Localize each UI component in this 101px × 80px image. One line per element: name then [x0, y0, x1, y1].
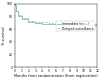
Immediate (n=...) [55, 24, 56, 25]
Delayed surveillance [14, 5, 16, 6]
Immediate (n=...) [48, 23, 50, 24]
Immediate (n=...) [21, 19, 22, 20]
Line: Delayed surveillance: Delayed surveillance [15, 4, 97, 24]
Immediate (n=...) [83, 24, 84, 25]
Legend: Immediate (n=...), Delayed surveillance: Immediate (n=...), Delayed surveillance [56, 21, 95, 31]
Delayed surveillance [69, 23, 70, 24]
Immediate (n=...) [42, 23, 43, 24]
Immediate (n=...) [35, 22, 36, 23]
Delayed surveillance [42, 22, 43, 23]
Immediate (n=...) [90, 24, 91, 25]
Immediate (n=...) [96, 24, 98, 25]
Immediate (n=...) [62, 24, 63, 25]
Delayed surveillance [83, 23, 84, 24]
Y-axis label: % survival: % survival [2, 26, 6, 45]
Delayed surveillance [76, 23, 77, 24]
Delayed surveillance [21, 18, 22, 19]
Immediate (n=...) [14, 3, 15, 4]
Delayed surveillance [55, 22, 56, 23]
Immediate (n=...) [15, 11, 17, 12]
Delayed surveillance [48, 22, 50, 23]
X-axis label: Months from randomisation (from registration): Months from randomisation (from registra… [14, 74, 98, 78]
Delayed surveillance [35, 21, 36, 22]
Delayed surveillance [28, 20, 29, 21]
Immediate (n=...) [18, 16, 19, 17]
Delayed surveillance [90, 23, 91, 24]
Delayed surveillance [62, 23, 63, 24]
Delayed surveillance [15, 10, 17, 11]
Delayed surveillance [14, 3, 15, 4]
Line: Immediate (n=...): Immediate (n=...) [15, 4, 97, 25]
Immediate (n=...) [69, 24, 70, 25]
Delayed surveillance [18, 15, 19, 16]
Immediate (n=...) [14, 5, 16, 6]
Immediate (n=...) [76, 24, 77, 25]
Delayed surveillance [96, 23, 98, 24]
